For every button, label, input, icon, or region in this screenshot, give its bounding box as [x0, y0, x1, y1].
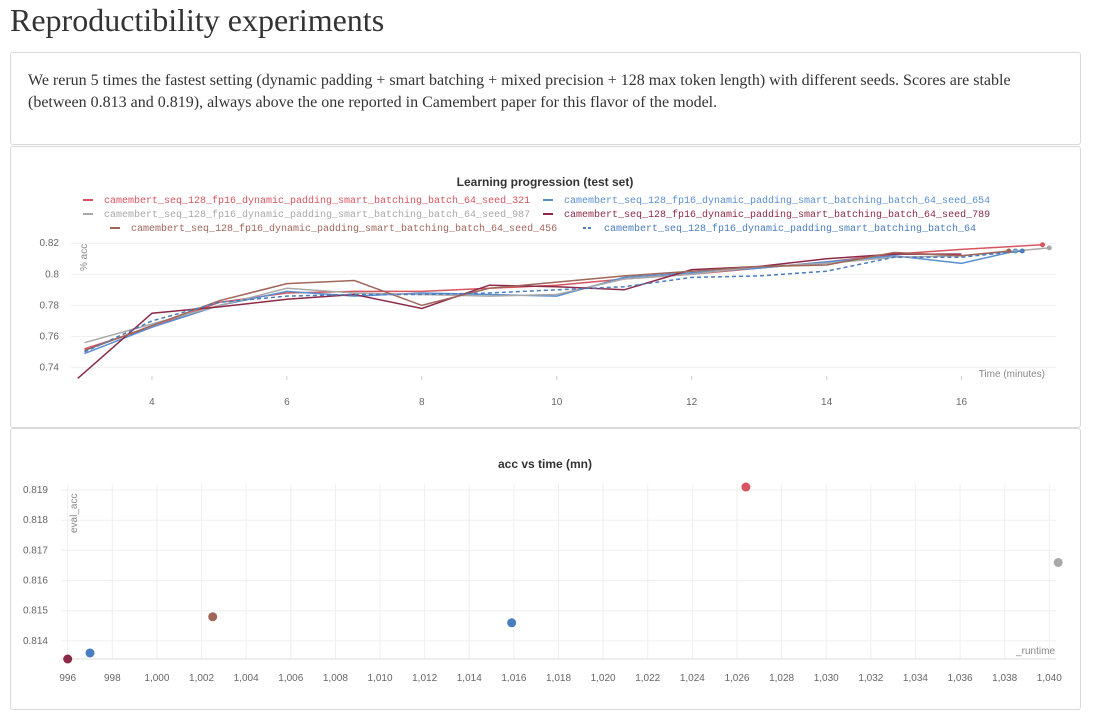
x-tick-label: 1,004 [234, 673, 259, 684]
x-tick-label: 14 [821, 397, 833, 408]
x-tick-label: 1,026 [724, 673, 749, 684]
x-axis-label: Time (minutes) [979, 369, 1045, 380]
chart-title: Learning progression (test set) [457, 175, 634, 189]
series-line-5 [84, 250, 1023, 353]
x-tick-label: 1,016 [501, 673, 526, 684]
scatter-point-2 [208, 612, 218, 622]
x-tick-label: 1,034 [903, 673, 928, 684]
y-tick-label: 0.819 [23, 485, 48, 496]
x-tick-label: 10 [551, 397, 563, 408]
scatter-point-4 [741, 482, 751, 492]
scatter-point-3 [507, 618, 517, 628]
y-axis-label: % acc [79, 244, 90, 271]
x-tick-label: 1,008 [323, 673, 348, 684]
series-end-marker-2 [1046, 245, 1052, 251]
page-title: Reproductibility experiments [10, 2, 385, 38]
x-tick-label: 1,014 [457, 673, 482, 684]
series-end-marker-5 [1019, 248, 1025, 254]
legend-label: camembert_seq_128_fp16_dynamic_padding_s… [104, 195, 530, 207]
x-tick-label: 1,024 [680, 673, 705, 684]
x-tick-label: 1,032 [858, 673, 883, 684]
learning-progression-panel: Learning progression (test set) camembert… [10, 146, 1081, 428]
legend-label: camembert_seq_128_fp16_dynamic_padding_s… [564, 209, 990, 221]
y-tick-label: 0.82 [40, 238, 60, 249]
x-tick-label: 1,010 [368, 673, 393, 684]
y-tick-label: 0.78 [40, 300, 60, 311]
x-tick-label: 1,020 [591, 673, 616, 684]
legend-label: camembert_seq_128_fp16_dynamic_padding_s… [131, 223, 557, 235]
y-axis-label: eval_acc [69, 494, 80, 533]
x-tick-label: 1,030 [814, 673, 839, 684]
x-tick-label: 1,040 [1037, 673, 1062, 684]
legend-label: camembert_seq_128_fp16_dynamic_padding_s… [104, 209, 530, 221]
series-line-4 [84, 250, 1009, 352]
series-end-marker-0 [1040, 242, 1046, 248]
x-tick-label: 1,012 [412, 673, 437, 684]
chart-title: acc vs time (mn) [498, 457, 592, 471]
x-tick-label: 1,038 [992, 673, 1017, 684]
x-tick-label: 1,036 [948, 673, 973, 684]
scatter-point-0 [63, 654, 73, 664]
y-tick-label: 0.815 [23, 606, 48, 617]
x-tick-label: 4 [149, 397, 155, 408]
y-tick-label: 0.74 [40, 363, 60, 374]
y-tick-label: 0.818 [23, 515, 48, 526]
series-line-2 [84, 247, 1050, 344]
x-tick-label: 1,022 [635, 673, 660, 684]
learning-progression-chart[interactable]: Learning progression (test set) camembert… [11, 147, 1080, 427]
y-tick-label: 0.816 [23, 576, 48, 587]
x-tick-label: 1,000 [144, 673, 169, 684]
x-tick-label: 1,028 [769, 673, 794, 684]
acc-vs-time-panel: acc vs time (mn) 0.814 0.815 0.816 0.817 0.81… [10, 428, 1081, 710]
x-tick-label: 12 [686, 397, 698, 408]
series-line-3 [77, 253, 962, 379]
x-axis-label: _runtime [1015, 646, 1055, 657]
description-panel: We rerun 5 times the fastest setting (dy… [10, 52, 1081, 145]
x-tick-label: 16 [956, 397, 968, 408]
x-tick-label: 1,018 [546, 673, 571, 684]
scatter-point-1 [85, 648, 95, 658]
y-tick-label: 0.76 [40, 331, 60, 342]
series-end-marker-4 [1006, 248, 1012, 254]
acc-vs-time-chart[interactable]: acc vs time (mn) 0.814 0.815 0.816 0.817 0.81… [11, 429, 1080, 709]
y-tick-label: 0.814 [23, 636, 48, 647]
scatter-point-5 [1053, 557, 1063, 567]
x-tick-label: 1,002 [189, 673, 214, 684]
y-tick-label: 0.817 [23, 545, 48, 556]
x-tick-label: 8 [419, 397, 425, 408]
x-tick-label: 1,006 [278, 673, 303, 684]
x-tick-label: 996 [59, 673, 76, 684]
series-line-1 [84, 250, 1016, 355]
x-tick-label: 998 [104, 673, 121, 684]
x-tick-label: 6 [284, 397, 290, 408]
legend-label: camembert_seq_128_fp16_dynamic_padding_s… [564, 195, 990, 207]
legend-label: camembert_seq_128_fp16_dynamic_padding_s… [604, 223, 976, 235]
series-line-0 [84, 244, 1043, 350]
y-tick-label: 0.8 [45, 269, 59, 280]
description-text: We rerun 5 times the fastest setting (dy… [28, 72, 1011, 111]
